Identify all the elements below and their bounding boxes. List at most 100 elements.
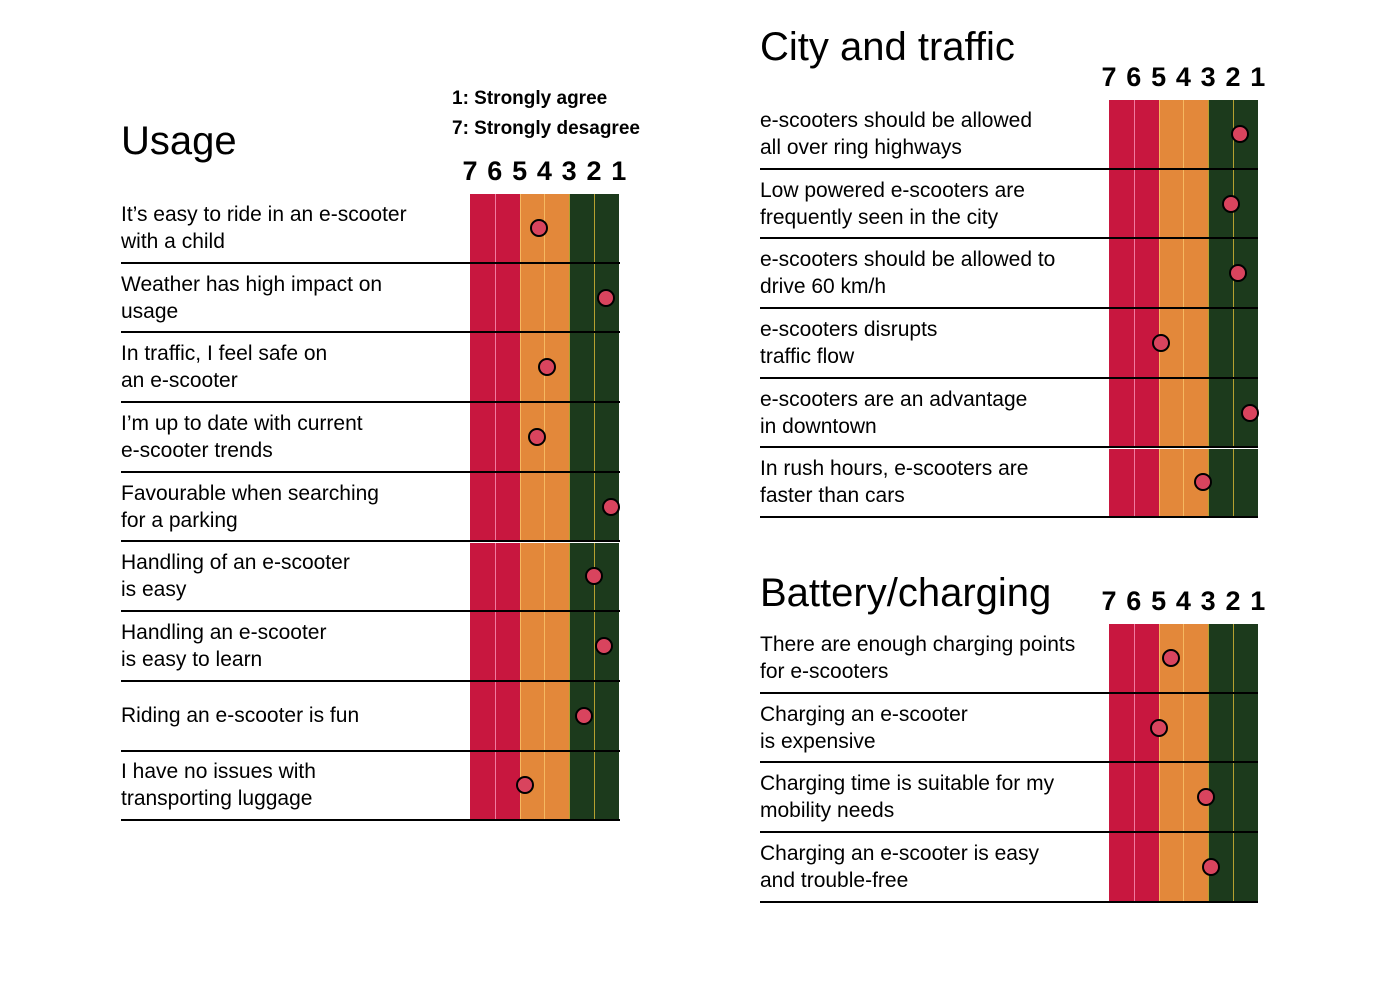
rating-band xyxy=(494,542,521,611)
band-divider xyxy=(1133,448,1135,517)
rating-band xyxy=(1133,763,1160,832)
rating-band xyxy=(1109,169,1135,238)
rating-marker xyxy=(1196,788,1215,807)
band-divider xyxy=(1183,833,1185,901)
rating-band xyxy=(1133,100,1160,168)
rating-band xyxy=(519,681,545,750)
rating-marker xyxy=(1162,648,1180,667)
band-divider xyxy=(1183,309,1185,377)
rating-band xyxy=(470,194,496,262)
band-divider xyxy=(1133,833,1135,901)
statement-row: Weather has high impact on usage xyxy=(121,263,620,334)
band-divider xyxy=(1158,448,1160,517)
band-divider xyxy=(1233,693,1234,762)
band-divider xyxy=(594,194,595,262)
statement-row: Charging an e-scooter is expensive xyxy=(760,693,1259,764)
statement-label: e-scooters should be allowed to drive 60… xyxy=(760,248,1056,299)
band-divider xyxy=(1208,100,1210,168)
rating-band xyxy=(470,403,496,471)
rating-band xyxy=(594,333,620,402)
rating-marker xyxy=(1241,403,1260,422)
rating-band xyxy=(569,751,595,820)
rating-band xyxy=(494,403,521,471)
statement-label: Handling an e-scooter is easy to learn xyxy=(121,621,327,672)
band-divider xyxy=(1208,378,1210,447)
rating-band xyxy=(1233,624,1259,692)
statement-label: I’m up to date with current e-scooter tr… xyxy=(121,411,363,462)
rating-band xyxy=(594,403,620,471)
scale-label: 7 xyxy=(462,156,478,186)
section-title-city-traffic: City and traffic xyxy=(760,25,1015,69)
scale-label: 3 xyxy=(561,156,577,186)
band-divider xyxy=(494,472,496,541)
statement-row: Charging time is suitable for my mobilit… xyxy=(760,763,1259,834)
rating-band xyxy=(569,612,595,680)
rating-band xyxy=(1233,833,1259,901)
statement-row: e-scooters should be allowed to drive 60… xyxy=(760,239,1259,310)
statement-row: Riding an e-scooter is fun xyxy=(121,681,620,752)
statement-row: Handling of an e-scooter is easy xyxy=(121,542,620,613)
rating-band xyxy=(1158,169,1184,238)
band-divider xyxy=(544,681,546,750)
rating-band xyxy=(1208,624,1234,692)
rating-band xyxy=(569,333,595,402)
band-divider xyxy=(594,751,595,820)
rating-band xyxy=(1158,100,1184,168)
rating-band xyxy=(494,263,521,332)
statement-label: It’s easy to ride in an e-scooter with a… xyxy=(121,202,407,253)
scale-label: 1 xyxy=(1250,586,1266,616)
band-divider xyxy=(594,472,595,541)
rating-band xyxy=(1183,693,1209,762)
rating-band xyxy=(470,751,496,820)
band-divider xyxy=(1158,169,1160,238)
rating-band xyxy=(1133,833,1160,901)
rating-band xyxy=(1208,100,1234,168)
scale-note-agree: 1: Strongly agree xyxy=(452,88,608,109)
rating-band xyxy=(1109,693,1135,762)
rating-band xyxy=(470,542,496,611)
rating-marker xyxy=(515,776,534,795)
band-divider xyxy=(1133,763,1135,832)
rating-marker xyxy=(1152,333,1171,352)
statement-row: I’m up to date with current e-scooter tr… xyxy=(121,403,620,473)
rating-band xyxy=(470,681,496,750)
rating-band xyxy=(1208,309,1234,377)
scale-label: 3 xyxy=(1200,62,1216,92)
band-divider xyxy=(494,194,496,262)
band-divider xyxy=(1233,763,1234,832)
band-divider xyxy=(519,542,521,611)
band-divider xyxy=(1233,833,1234,901)
statement-row: Low powered e-scooters are frequently se… xyxy=(760,169,1259,240)
scale-label: 6 xyxy=(1126,586,1142,616)
band-divider xyxy=(594,681,595,750)
band-divider xyxy=(569,403,571,471)
rating-band xyxy=(1109,833,1135,901)
band-divider xyxy=(1158,100,1160,168)
rating-marker xyxy=(1201,857,1220,876)
rating-band xyxy=(1133,448,1160,517)
band-divider xyxy=(494,751,496,820)
band-divider xyxy=(494,681,496,750)
band-divider xyxy=(569,194,571,262)
rating-band xyxy=(594,751,620,820)
statement-row: It’s easy to ride in an e-scooter with a… xyxy=(121,194,620,264)
band-divider xyxy=(569,612,571,680)
band-divider xyxy=(519,612,521,680)
rating-band xyxy=(1183,309,1209,377)
band-divider xyxy=(1208,239,1210,308)
scale-label: 5 xyxy=(512,156,528,186)
statement-label: There are enough charging points for e-s… xyxy=(760,632,1076,683)
scale-label: 4 xyxy=(1175,62,1191,92)
scale-note-disagree: 7: Strongly desagree xyxy=(452,118,640,139)
statement-row: e-scooters should be allowed all over ri… xyxy=(760,100,1259,170)
band-divider xyxy=(1133,624,1135,692)
band-divider xyxy=(594,612,595,680)
scale-label: 6 xyxy=(1126,62,1142,92)
band-divider xyxy=(569,681,571,750)
rating-band xyxy=(1158,239,1184,308)
rating-band xyxy=(1109,763,1135,832)
rating-marker xyxy=(537,358,556,377)
scale-label: 7 xyxy=(1101,586,1117,616)
rating-band xyxy=(1133,169,1160,238)
